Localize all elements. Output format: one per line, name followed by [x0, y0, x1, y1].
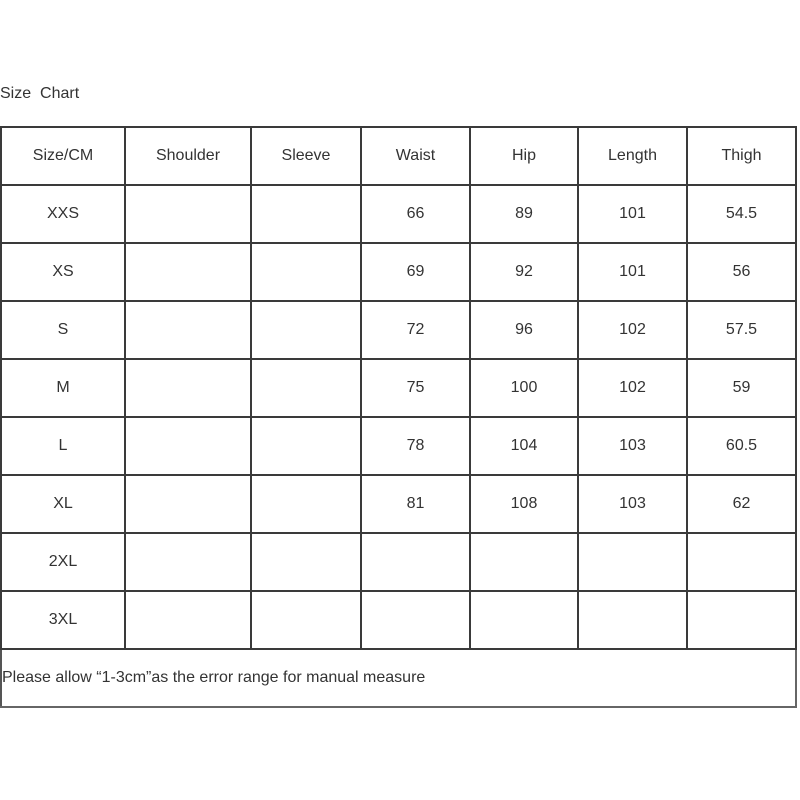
table-cell [469, 532, 579, 592]
table-cell: S [0, 300, 126, 360]
table-row: XL 81 108 103 62 [0, 474, 797, 534]
table-cell: 96 [469, 300, 579, 360]
table-cell: 54.5 [686, 184, 797, 244]
table-cell: 56 [686, 242, 797, 302]
size-chart-table: Size/CM Shoulder Sleeve Waist Hip Length Thigh… [0, 126, 797, 708]
table-row: L 78 104 103 60.5 [0, 416, 797, 476]
table-row: M 75 100 102 59 [0, 358, 797, 418]
table-cell: XS [0, 242, 126, 302]
table-cell: Thigh [686, 126, 797, 186]
table-cell [124, 242, 252, 302]
measurement-note: Please allow “1-3cm”as the error range f… [0, 648, 797, 708]
table-cell: Size/CM [0, 126, 126, 186]
table-cell: 62 [686, 474, 797, 534]
table-cell: 103 [577, 416, 688, 476]
table-row: XXS 66 89 101 54.5 [0, 184, 797, 244]
table-cell [250, 474, 362, 534]
table-cell: 72 [360, 300, 471, 360]
table-row: 2XL [0, 532, 797, 592]
table-cell [360, 532, 471, 592]
table-cell [124, 358, 252, 418]
table-cell [124, 474, 252, 534]
table-cell [250, 590, 362, 650]
note-row: Please allow “1-3cm”as the error range f… [0, 648, 797, 708]
table-cell [250, 184, 362, 244]
table-cell [577, 532, 688, 592]
table-cell [686, 532, 797, 592]
table-cell: 103 [577, 474, 688, 534]
table-cell [124, 416, 252, 476]
table-cell: 78 [360, 416, 471, 476]
table-cell: 102 [577, 358, 688, 418]
table-cell [250, 300, 362, 360]
table-cell [124, 184, 252, 244]
table-cell: Sleeve [250, 126, 362, 186]
size-chart-title: Size Chart [0, 85, 80, 102]
table-cell: 102 [577, 300, 688, 360]
table-cell: 2XL [0, 532, 126, 592]
table-cell [124, 590, 252, 650]
table-cell [469, 590, 579, 650]
table-cell: Hip [469, 126, 579, 186]
table-cell: Waist [360, 126, 471, 186]
table-cell: XL [0, 474, 126, 534]
table-cell: 92 [469, 242, 579, 302]
table-cell [250, 358, 362, 418]
table-cell: 69 [360, 242, 471, 302]
table-cell: 89 [469, 184, 579, 244]
table-cell [360, 590, 471, 650]
table-cell [250, 242, 362, 302]
table-cell: 104 [469, 416, 579, 476]
table-cell [686, 590, 797, 650]
table-cell: 59 [686, 358, 797, 418]
table-row: S 72 96 102 57.5 [0, 300, 797, 360]
table-cell [577, 590, 688, 650]
table-cell: M [0, 358, 126, 418]
table-cell: 108 [469, 474, 579, 534]
table-row: 3XL [0, 590, 797, 650]
table-cell: 75 [360, 358, 471, 418]
table-cell [124, 532, 252, 592]
table-cell: 60.5 [686, 416, 797, 476]
table-cell [124, 300, 252, 360]
table-cell [250, 416, 362, 476]
table-cell: 81 [360, 474, 471, 534]
table-row: XS 69 92 101 56 [0, 242, 797, 302]
table-cell: 57.5 [686, 300, 797, 360]
table-cell: 101 [577, 184, 688, 244]
table-cell: 101 [577, 242, 688, 302]
header-row: Size/CM Shoulder Sleeve Waist Hip Length Thigh [0, 126, 797, 186]
table-cell: Length [577, 126, 688, 186]
table-cell: Shoulder [124, 126, 252, 186]
table-cell: L [0, 416, 126, 476]
table-cell [250, 532, 362, 592]
table-cell: XXS [0, 184, 126, 244]
table-cell: 100 [469, 358, 579, 418]
table-cell: 3XL [0, 590, 126, 650]
table-cell: 66 [360, 184, 471, 244]
